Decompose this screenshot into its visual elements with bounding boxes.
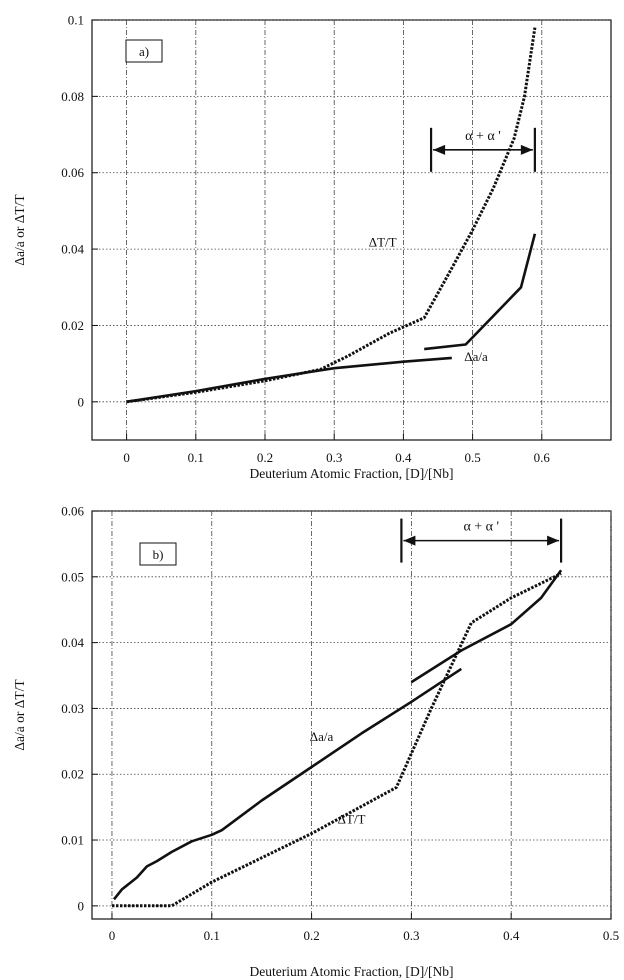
panel-a-series-line-da-a-2: [424, 233, 537, 351]
panel-b-series-line-da-a-0: [112, 667, 463, 901]
chart-panel-a: 0 0.1 0.2 0.3 0.4 0.5 0.6 0 0.02 0.04 0.06 0.08 0.1 D…: [12, 13, 612, 481]
panel-a-x-tick-label: 0.1: [188, 450, 204, 465]
panel-a-series-label: Δa/a: [464, 349, 488, 364]
panel-b-y-tick-label: 0: [78, 898, 85, 913]
panel-b-y-tick-label: 0.05: [61, 569, 84, 584]
panel-a-phase-region-label: α + α ': [465, 129, 501, 144]
panel-b-series-line-dt-t-2: [112, 572, 562, 908]
panel-b-series-line-da-a-1: [410, 569, 563, 684]
panel-a-y-axis-title: Δa/a or ΔT/T: [12, 194, 27, 266]
panel-b-x-tick-label: 0: [109, 928, 116, 943]
panel-a-phase-arrow-head-right: [520, 144, 533, 155]
panel-b-x-axis-title: Deuterium Atomic Fraction, [D]/[Nb]: [250, 964, 454, 979]
panel-a-x-tick-label: 0.3: [326, 450, 342, 465]
panel-a-series-line-dt-t-0: [126, 27, 537, 404]
panel-b-series-label: Δa/a: [310, 729, 334, 744]
panel-b-y-tick-label: 0.01: [61, 833, 84, 848]
panel-b-label: b): [153, 547, 164, 562]
panel-b-y-tick-label: 0.04: [61, 635, 84, 650]
panel-a-y-tick-label: 0.1: [68, 13, 84, 28]
panel-a-y-tick-label: 0.04: [61, 242, 84, 257]
panel-b-phase-arrow-head-left: [403, 535, 416, 546]
panel-a-y-tick-label: 0.08: [61, 89, 84, 104]
panel-a-phase-arrow-head-left: [433, 144, 446, 155]
panel-b-x-tick-label: 0.3: [403, 928, 419, 943]
panel-a-plot-frame: [91, 19, 612, 441]
panel-a-label: a): [139, 44, 149, 59]
panel-b-phase-region-label: α + α ': [463, 520, 499, 535]
panel-a-x-tick-label: 0.6: [534, 450, 551, 465]
panel-b-series-label: ΔT/T: [338, 811, 366, 826]
panel-b-plot-frame: [91, 510, 612, 920]
panel-a-series-label: ΔT/T: [369, 234, 397, 249]
panel-b-phase-arrow-head-right: [547, 535, 560, 546]
panel-b-y-tick-label: 0.02: [61, 767, 84, 782]
panel-a-x-axis-title: Deuterium Atomic Fraction, [D]/[Nb]: [250, 466, 454, 481]
panel-b-x-tick-label: 0.1: [204, 928, 220, 943]
panel-a-y-tick-label: 0.02: [61, 318, 84, 333]
panel-b-y-tick-label: 0.03: [61, 701, 84, 716]
panel-a-y-tick-label: 0: [78, 394, 85, 409]
panel-b-x-tick-label: 0.4: [503, 928, 520, 943]
panel-b-label-box: [139, 542, 177, 566]
panel-a-x-tick-label: 0.4: [395, 450, 412, 465]
panel-a-x-tick-label: 0: [123, 450, 130, 465]
panel-b-x-tick-label: 0.5: [603, 928, 619, 943]
panel-a-y-tick-label: 0.06: [61, 165, 84, 180]
chart-panel-b: 0 0.1 0.2 0.3 0.4 0.5 0 0.01 0.02 0.03 0.04 0.05 0.0…: [12, 504, 619, 980]
panel-a-series-line-da-a-1: [126, 356, 452, 404]
panel-b-y-tick-label: 0.06: [61, 504, 84, 519]
panel-b-y-axis-title: Δa/a or ΔT/T: [12, 679, 27, 751]
panel-a-x-tick-label: 0.2: [257, 450, 273, 465]
panel-b-x-tick-label: 0.2: [303, 928, 319, 943]
panel-a-x-tick-label: 0.5: [464, 450, 480, 465]
panel-a-label-box: [125, 39, 163, 63]
